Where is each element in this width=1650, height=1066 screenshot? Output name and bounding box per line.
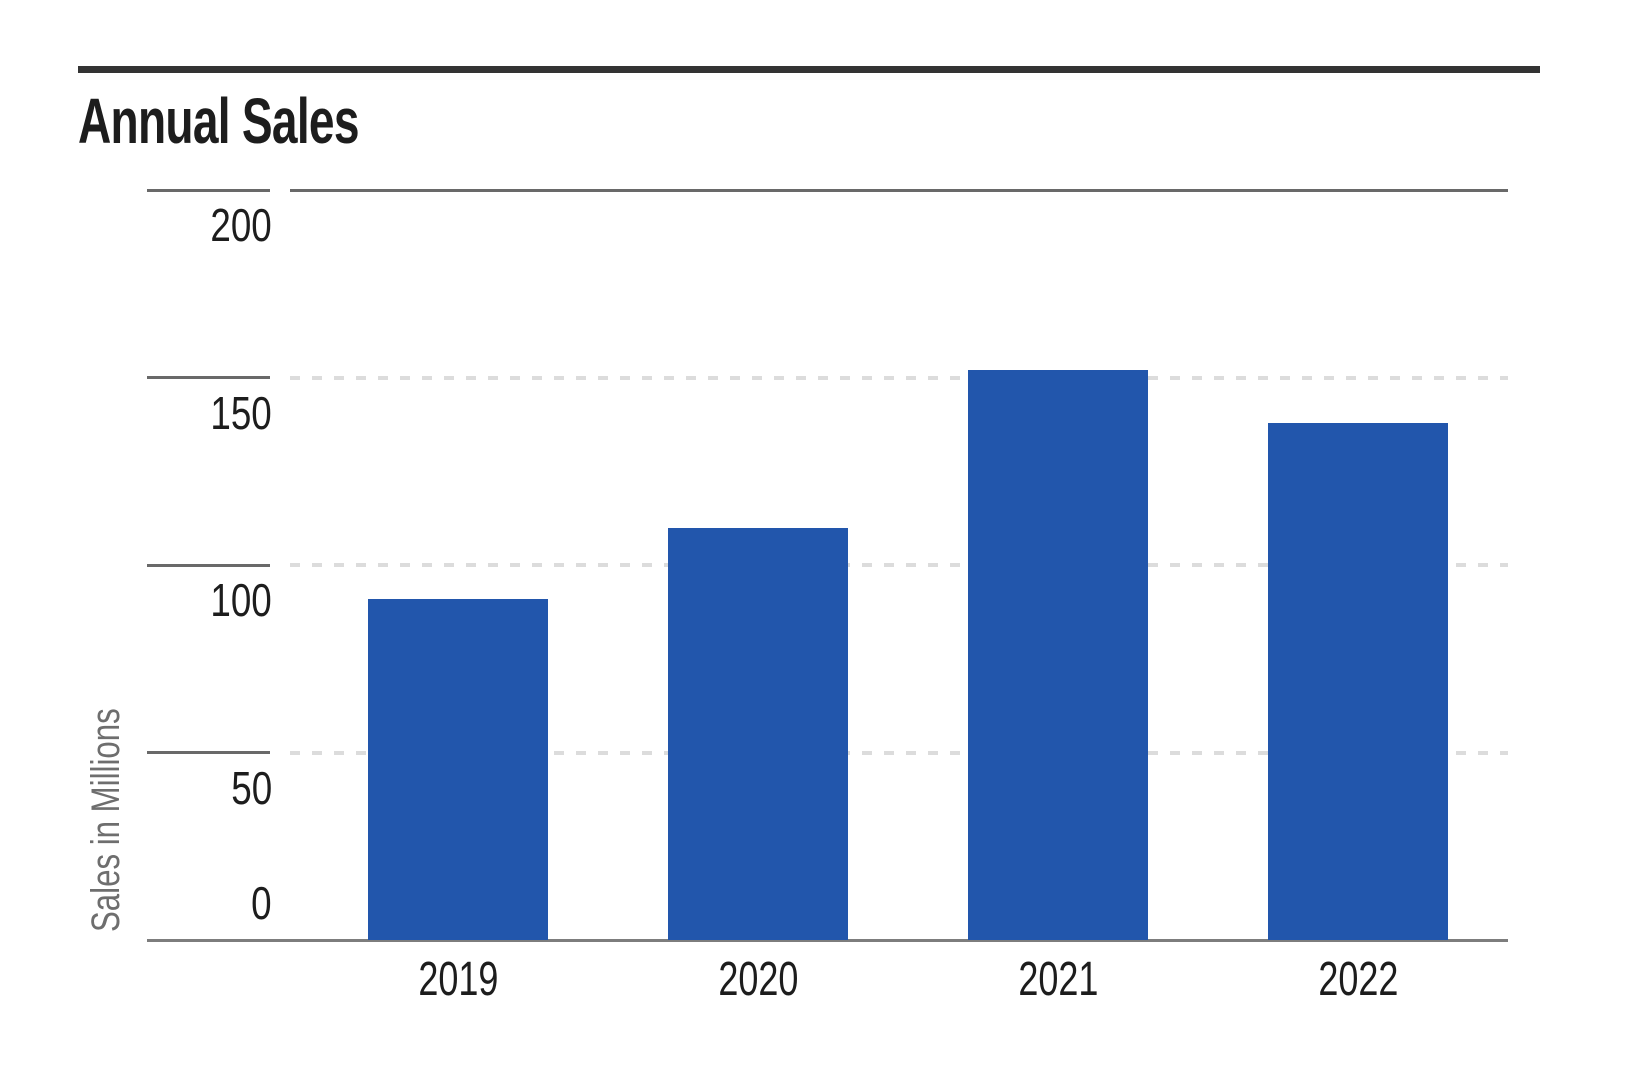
bar-2020 — [668, 527, 848, 940]
x-tick-label-2019: 2019 — [417, 953, 499, 1006]
y-tick-label-150: 150 — [210, 387, 272, 439]
x-tick-label-2022: 2022 — [1317, 953, 1399, 1006]
y-tick-label-100: 100 — [210, 574, 272, 626]
y-tick-200 — [147, 188, 270, 192]
gridline-100 — [290, 563, 1508, 567]
title-top-rule — [78, 66, 1540, 73]
y-tick-label-50: 50 — [231, 762, 272, 814]
chart-title: Annual Sales — [78, 85, 359, 157]
x-axis-baseline — [147, 938, 1508, 942]
x-tick-label-2021: 2021 — [1017, 953, 1099, 1006]
gridline-50 — [290, 750, 1508, 755]
bar-2022 — [1268, 422, 1448, 940]
y-tick-150 — [147, 376, 270, 379]
gridline-200 — [290, 188, 1508, 192]
y-tick-label-200: 200 — [210, 199, 272, 251]
y-tick-50 — [147, 751, 270, 754]
bar-2019 — [368, 598, 548, 940]
bar-2021 — [968, 370, 1148, 940]
y-tick-100 — [147, 563, 270, 567]
y-tick-label-0: 0 — [251, 877, 272, 929]
gridline-150 — [290, 375, 1508, 380]
x-tick-label-2020: 2020 — [717, 953, 799, 1006]
y-axis-title: Sales in Millions — [84, 708, 128, 932]
